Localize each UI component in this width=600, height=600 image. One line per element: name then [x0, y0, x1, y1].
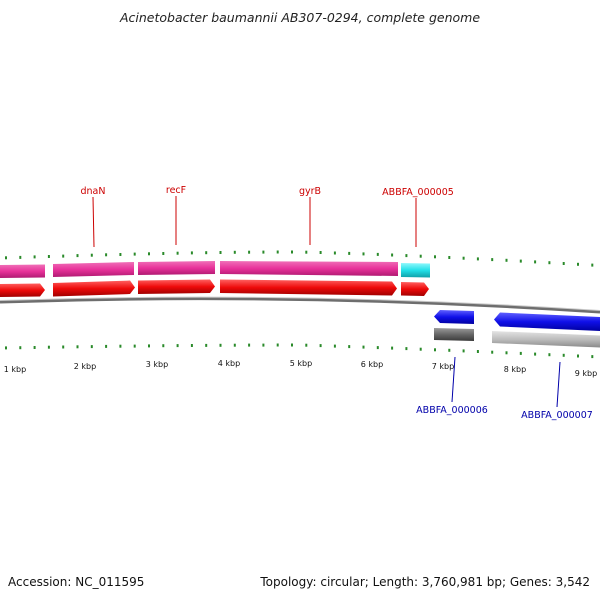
label-leader-line — [92, 196, 95, 248]
cds-arrow-forward — [401, 282, 429, 296]
scale-label: 3 kbp — [146, 360, 168, 369]
reverse-gene-labels: ABBFA_000006 ABBFA_000007 — [416, 356, 593, 421]
gene-arrow-reverse — [494, 312, 600, 331]
scale-ticks-top — [5, 250, 594, 267]
scale-label: 6 kbp — [361, 360, 383, 369]
gene-label-abbfa-000007: ABBFA_000007 — [521, 410, 593, 421]
scale-label: 8 kbp — [504, 365, 526, 374]
label-leader-line — [556, 361, 561, 408]
forward-gene-labels: dnaN recF gyrB ABBFA_000005 — [81, 185, 454, 248]
accession-text: Accession: NC_011595 — [8, 575, 145, 589]
gene-label-abbfa-000005: ABBFA_000005 — [382, 187, 454, 198]
scale-label: 5 kbp — [290, 359, 312, 368]
scale-ticks-bottom — [5, 343, 594, 359]
scale-label: 1 kbp — [4, 365, 26, 374]
scale-label: 2 kbp — [74, 362, 96, 371]
scale-label: 7 kbp — [432, 362, 454, 371]
cds-block-reverse — [434, 328, 474, 341]
gene-label-abbfa-000006: ABBFA_000006 — [416, 405, 488, 416]
gene-block-forward — [220, 261, 398, 276]
gene-block-forward-misc — [401, 263, 430, 278]
scale-label: 4 kbp — [218, 359, 240, 368]
gene-block-forward — [138, 261, 215, 275]
genome-summary-text: Topology: circular; Length: 3,760,981 bp… — [260, 575, 590, 589]
scale-label: 9 kbp — [575, 369, 597, 378]
gene-arrow-reverse — [434, 310, 474, 324]
gene-block-forward — [53, 262, 134, 277]
cds-arrow-forward — [220, 279, 397, 296]
cds-arrow-forward — [53, 280, 135, 297]
cds-block-reverse — [492, 331, 600, 348]
gene-label-recF: recF — [166, 185, 186, 196]
backbone-line-highlight — [0, 296, 600, 311]
label-leader-line — [451, 356, 456, 403]
cds-arrow-forward — [138, 279, 215, 294]
gene-label-gyrB: gyrB — [299, 186, 321, 197]
cds-arrow-forward — [0, 283, 45, 297]
gene-label-dnaN: dnaN — [81, 186, 106, 197]
page-title: Acinetobacter baumannii AB307-0294, comp… — [119, 10, 481, 25]
scale-labels: 1 kbp 2 kbp 3 kbp 4 kbp 5 kbp 6 kbp 7 kb… — [4, 359, 597, 378]
backbone-line — [0, 297, 600, 314]
gene-block-forward — [0, 264, 45, 278]
